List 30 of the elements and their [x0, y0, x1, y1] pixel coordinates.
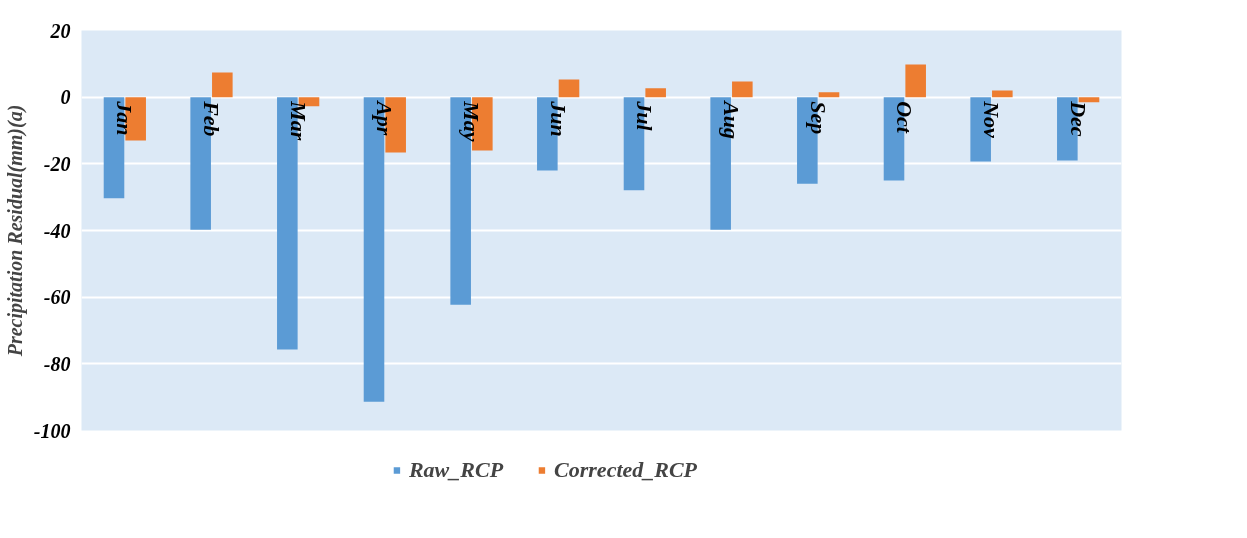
- bar: [732, 81, 753, 98]
- x-tick-label: Nov: [979, 100, 1004, 139]
- legend-label: Corrected_RCP: [554, 457, 698, 483]
- y-tick-label: 20: [49, 19, 71, 42]
- legend-label: Raw_RCP: [408, 457, 504, 483]
- x-tick-label: Jul: [632, 100, 658, 132]
- y-tick-label: -40: [43, 219, 71, 242]
- bar: [1078, 97, 1100, 103]
- y-tick-label: -100: [33, 419, 71, 442]
- y-tick-label: -20: [43, 152, 71, 175]
- x-tick-label: Mar: [285, 100, 311, 141]
- bar: [558, 79, 580, 98]
- y-tick-label: -60: [43, 286, 71, 309]
- y-tick-label: -80: [43, 352, 71, 375]
- x-tick-label: Feb: [199, 100, 224, 137]
- x-tick-label: Apr: [372, 99, 398, 136]
- bar: [992, 90, 1013, 98]
- x-tick-label: Dec: [1065, 100, 1091, 137]
- x-tick-label: Aug: [719, 99, 744, 140]
- x-tick-label: Sep: [805, 101, 831, 135]
- y-axis-title: Precipitation Residual(mm)(a): [3, 104, 27, 358]
- x-tick-label: Jun: [545, 100, 571, 137]
- x-tick-label: Oct: [892, 101, 918, 134]
- bar: [212, 72, 233, 98]
- x-tick-label: Jan: [112, 100, 138, 136]
- bar: [818, 92, 840, 98]
- bar: [905, 64, 926, 98]
- y-tick-label: 0: [60, 86, 71, 109]
- bar: [645, 88, 666, 98]
- x-tick-label: May: [459, 100, 484, 142]
